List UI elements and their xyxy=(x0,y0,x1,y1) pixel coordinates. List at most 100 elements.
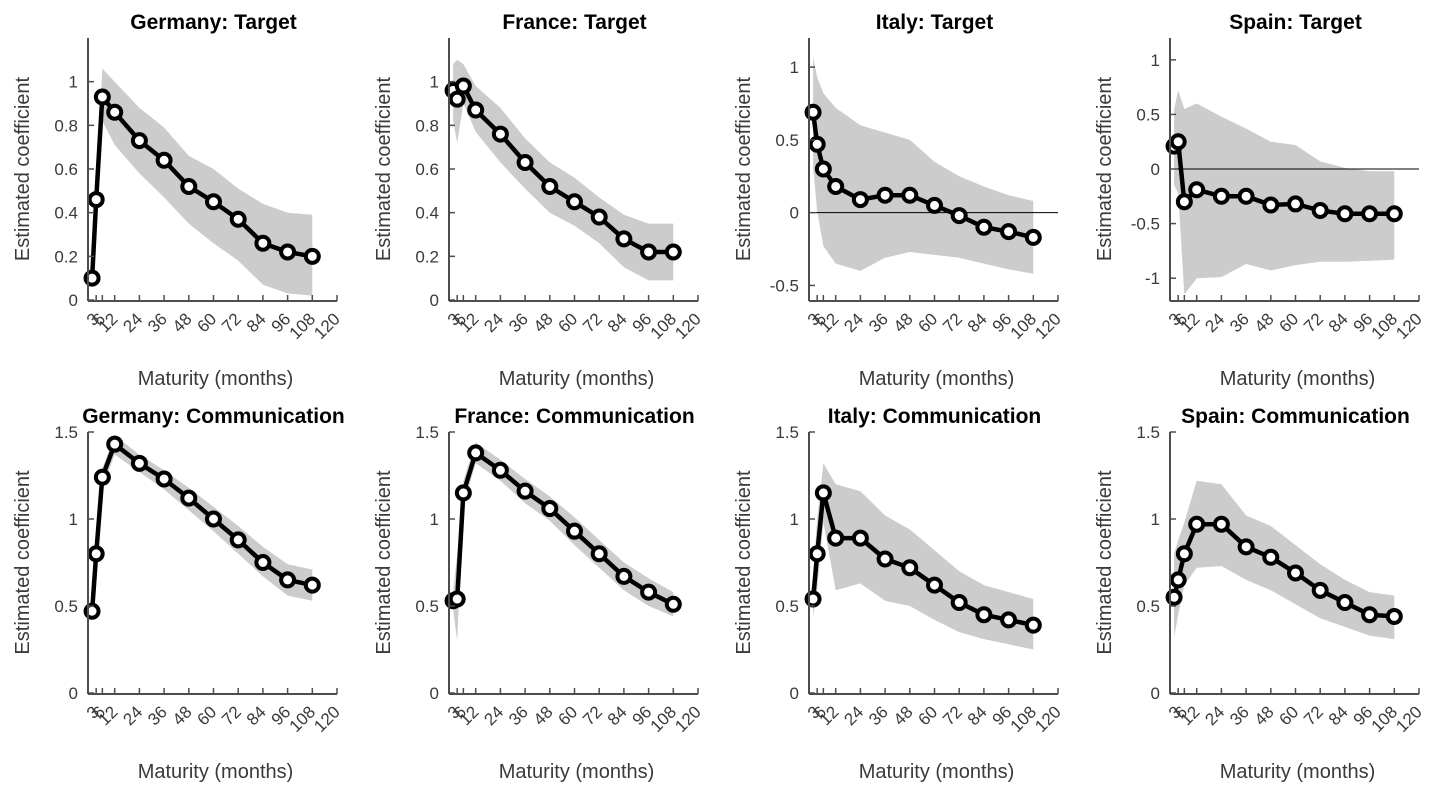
y-tick-label: 0.5 xyxy=(415,597,439,616)
x-tick-label: 48 xyxy=(530,309,557,336)
data-point xyxy=(664,595,682,613)
x-tick-label: 60 xyxy=(915,702,942,729)
data-point xyxy=(1385,205,1403,223)
chart-title: Germany: Communication xyxy=(82,405,345,428)
chart-title: Italy: Communication xyxy=(828,405,1042,428)
data-point xyxy=(155,470,173,488)
x-tick-label: 36 xyxy=(1226,309,1253,336)
y-tick-label: 0.5 xyxy=(1136,597,1160,616)
x-tick-label: 48 xyxy=(1251,702,1278,729)
x-tick-label: 72 xyxy=(218,309,245,336)
x-tick-label: 60 xyxy=(194,702,221,729)
data-point xyxy=(303,576,321,594)
chart-panel: Italy: Communication00.511.5361224364860… xyxy=(733,405,1065,783)
data-point xyxy=(640,583,658,601)
y-tick-label: -0.5 xyxy=(770,276,799,295)
chart-panel: Italy: Target-0.500.51361224364860728496… xyxy=(733,11,1065,390)
x-tick-label: 72 xyxy=(218,702,245,729)
data-point xyxy=(1311,201,1329,219)
y-tick-label: -1 xyxy=(1145,269,1160,288)
confidence-band xyxy=(453,59,674,281)
x-tick-label: 24 xyxy=(119,309,146,336)
x-tick-label: 72 xyxy=(579,309,606,336)
data-point xyxy=(950,207,968,225)
x-tick-label: 84 xyxy=(1325,702,1352,729)
x-tick-label: 36 xyxy=(505,309,532,336)
y-tick-label: 0 xyxy=(430,684,439,703)
data-point xyxy=(1262,196,1280,214)
data-point xyxy=(975,218,993,236)
y-axis-label: Estimated coefficient xyxy=(1094,470,1116,655)
data-point xyxy=(901,186,919,204)
x-axis-label: Maturity (months) xyxy=(859,761,1015,783)
x-tick-label: 48 xyxy=(530,702,557,729)
y-tick-label: 0 xyxy=(790,204,799,223)
data-point xyxy=(808,545,826,563)
chart-title: Spain: Target xyxy=(1229,11,1362,34)
data-point xyxy=(640,243,658,261)
confidence-band xyxy=(1174,90,1395,295)
y-tick-label: 1.5 xyxy=(1136,423,1160,442)
y-tick-label: 0.6 xyxy=(415,160,439,179)
chart-title: Spain: Communication xyxy=(1181,405,1410,428)
confidence-band xyxy=(813,56,1034,274)
data-point xyxy=(1212,187,1230,205)
x-tick-label: 120 xyxy=(1392,702,1425,735)
data-point xyxy=(1287,195,1304,213)
chart-panel: France: Communication00.511.536122436486… xyxy=(373,405,705,783)
data-point xyxy=(1000,611,1018,629)
x-tick-label: 120 xyxy=(1031,702,1064,735)
chart-title: Germany: Target xyxy=(130,11,297,34)
x-axis-label: Maturity (months) xyxy=(1220,368,1376,390)
data-point xyxy=(516,482,534,500)
chart-panel: Germany: Communication00.511.53612243648… xyxy=(12,405,345,783)
y-tick-label: 1 xyxy=(1151,51,1160,70)
data-point xyxy=(1169,133,1187,151)
data-point xyxy=(1287,564,1304,582)
x-axis-label: Maturity (months) xyxy=(138,761,294,783)
y-tick-label: 1 xyxy=(69,510,78,529)
data-point xyxy=(130,132,148,150)
data-point xyxy=(590,208,608,226)
y-tick-label: 1 xyxy=(430,73,439,92)
x-tick-label: 60 xyxy=(1276,702,1303,729)
data-point xyxy=(615,567,633,585)
x-tick-label: 36 xyxy=(144,702,171,729)
y-tick-label: 1 xyxy=(69,73,78,92)
x-tick-label: 24 xyxy=(480,309,507,336)
data-point xyxy=(664,243,682,261)
data-point xyxy=(876,550,894,568)
data-point xyxy=(279,243,297,261)
data-point xyxy=(180,177,198,195)
x-tick-label: 72 xyxy=(939,309,966,336)
x-axis-label: Maturity (months) xyxy=(499,368,655,390)
x-axis-label: Maturity (months) xyxy=(859,368,1015,390)
chart-panel: Spain: Target-1-0.500.513612243648607284… xyxy=(1094,11,1426,390)
data-point xyxy=(254,234,272,252)
x-tick-label: 24 xyxy=(1201,309,1228,336)
data-point xyxy=(1311,581,1329,599)
chart-title: France: Target xyxy=(502,11,646,34)
y-axis-label: Estimated coefficient xyxy=(1094,76,1116,261)
y-axis-label: Estimated coefficient xyxy=(733,470,755,655)
data-point xyxy=(876,186,894,204)
data-point xyxy=(814,484,832,502)
data-point xyxy=(814,160,832,178)
data-point xyxy=(87,191,105,209)
data-point xyxy=(827,529,845,547)
data-point xyxy=(106,103,124,121)
confidence-band xyxy=(453,442,674,641)
x-tick-label: 72 xyxy=(939,702,966,729)
chart-panel: Spain: Communication00.511.5361224364860… xyxy=(1094,405,1426,783)
data-point xyxy=(229,210,247,228)
data-point xyxy=(1385,607,1403,625)
x-tick-label: 36 xyxy=(865,309,892,336)
y-tick-label: 1 xyxy=(430,510,439,529)
y-tick-label: 0.2 xyxy=(54,247,78,266)
y-tick-label: 1.5 xyxy=(415,423,439,442)
data-point xyxy=(1024,616,1042,634)
y-tick-label: 0.5 xyxy=(775,131,799,150)
x-tick-label: 24 xyxy=(480,702,507,729)
data-point xyxy=(454,484,472,502)
data-point xyxy=(279,571,297,589)
